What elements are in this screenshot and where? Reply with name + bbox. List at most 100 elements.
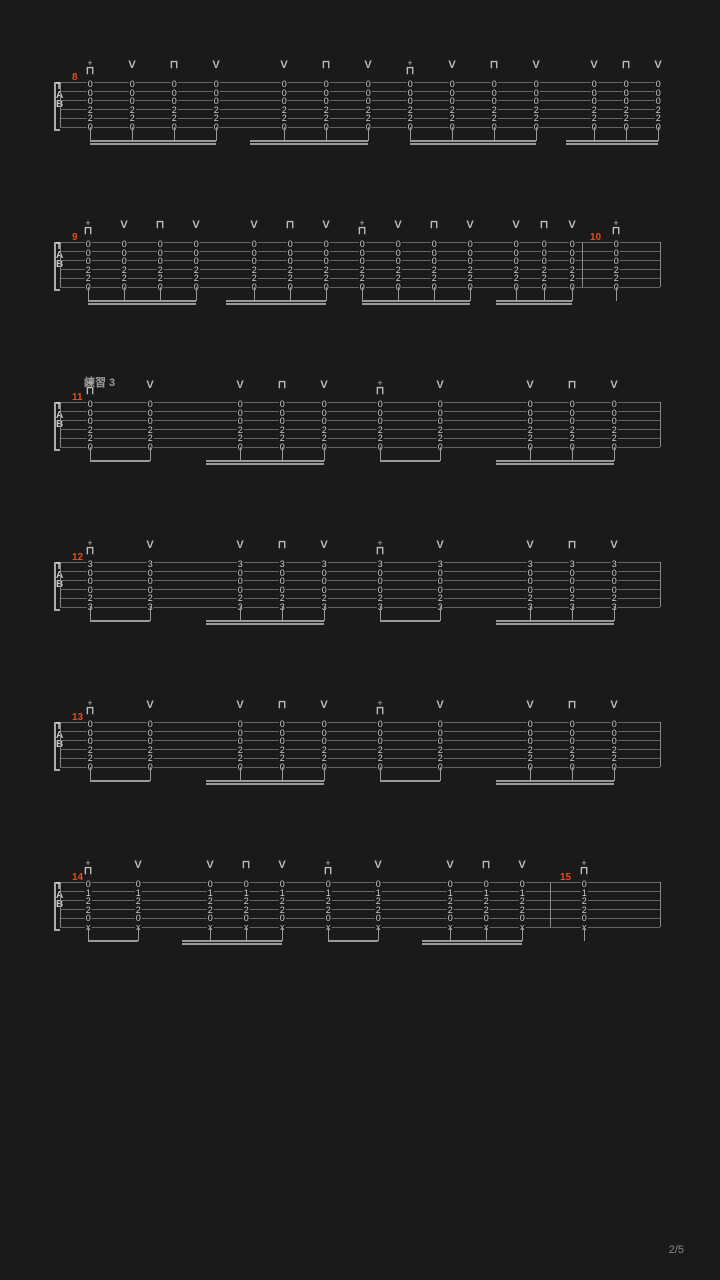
beam <box>422 940 522 945</box>
beam <box>496 780 614 785</box>
chord-column: 000220 <box>569 400 576 451</box>
chord-column: 300023 <box>527 560 534 611</box>
downstroke-icon: ⊓ <box>156 220 165 231</box>
chord-column: 000220 <box>611 400 618 451</box>
note-stem <box>658 127 659 141</box>
downstroke-icon: +⊓ <box>580 860 589 877</box>
chord-column: 000220 <box>157 240 164 291</box>
chord-column: 01220x <box>243 880 250 931</box>
upstroke-icon: V <box>212 60 219 71</box>
chord-column: 000220 <box>121 240 128 291</box>
beam <box>90 140 216 145</box>
upstroke-icon: V <box>236 380 243 391</box>
beam <box>380 620 440 625</box>
chord-column: 000220 <box>613 240 620 291</box>
note-stem <box>536 127 537 141</box>
chord-column: 000220 <box>527 400 534 451</box>
upstroke-icon: V <box>206 860 213 871</box>
chord-column: 000220 <box>513 240 520 291</box>
note-stem <box>530 447 531 461</box>
upstroke-icon: V <box>364 60 371 71</box>
note-stem <box>88 927 89 941</box>
note-stem <box>90 607 91 621</box>
upstroke-icon: V <box>610 380 617 391</box>
note-stem <box>470 287 471 301</box>
downstroke-icon: ⊓ <box>286 220 295 231</box>
note-stem <box>410 127 411 141</box>
beam <box>206 460 324 465</box>
note-stem <box>196 287 197 301</box>
upstroke-icon: V <box>146 540 153 551</box>
measure-number: 11 <box>72 392 83 403</box>
downstroke-icon: ⊓ <box>568 540 577 551</box>
chord-column: 000220 <box>407 80 414 131</box>
chord-column: 000220 <box>85 240 92 291</box>
upstroke-icon: V <box>512 220 519 231</box>
upstroke-icon: V <box>250 220 257 231</box>
tab-system: TAB練習 311+⊓000220V000220V000220⊓000220V0… <box>60 380 660 500</box>
beam <box>380 460 440 465</box>
chord-column: 01220x <box>519 880 526 931</box>
chord-column: 000220 <box>237 720 244 771</box>
upstroke-icon: V <box>128 60 135 71</box>
downstroke-icon: +⊓ <box>86 540 95 557</box>
note-stem <box>324 447 325 461</box>
downstroke-icon: +⊓ <box>86 700 95 717</box>
chord-column: 000220 <box>467 240 474 291</box>
note-stem <box>614 447 615 461</box>
tab-system: TAB13+⊓000220V000220V000220⊓000220V00022… <box>60 700 660 820</box>
note-stem <box>90 447 91 461</box>
note-stem <box>614 767 615 781</box>
downstroke-icon: +⊓ <box>358 220 367 237</box>
chord-column: 300023 <box>147 560 154 611</box>
upstroke-icon: V <box>568 220 575 231</box>
beam <box>206 620 324 625</box>
downstroke-icon: ⊓ <box>490 60 499 71</box>
note-stem <box>132 127 133 141</box>
beam <box>328 940 378 945</box>
note-stem <box>380 447 381 461</box>
chord-column: 000220 <box>437 400 444 451</box>
note-stem <box>240 607 241 621</box>
note-stem <box>614 607 615 621</box>
note-stem <box>240 447 241 461</box>
upstroke-icon: V <box>134 860 141 871</box>
note-stem <box>486 927 487 941</box>
upstroke-icon: V <box>436 380 443 391</box>
upstroke-icon: V <box>436 540 443 551</box>
note-stem <box>572 447 573 461</box>
upstroke-icon: V <box>120 220 127 231</box>
upstroke-icon: V <box>610 540 617 551</box>
downstroke-icon: +⊓ <box>376 700 385 717</box>
beam <box>250 140 368 145</box>
upstroke-icon: V <box>610 700 617 711</box>
upstroke-icon: V <box>466 220 473 231</box>
beam <box>496 460 614 465</box>
downstroke-icon: +⊓ <box>324 860 333 877</box>
chord-column: 000220 <box>569 720 576 771</box>
chord-column: 000220 <box>287 240 294 291</box>
chord-column: 000220 <box>87 720 94 771</box>
note-stem <box>160 287 161 301</box>
downstroke-icon: +⊓ <box>406 60 415 77</box>
note-stem <box>522 927 523 941</box>
chord-column: 01220x <box>279 880 286 931</box>
note-stem <box>434 287 435 301</box>
chord-column: 300023 <box>321 560 328 611</box>
tab-system: TAB910+⊓000220V000220⊓000220V000220V0002… <box>60 220 660 340</box>
chord-column: 000220 <box>147 720 154 771</box>
upstroke-icon: V <box>236 700 243 711</box>
beam <box>380 780 440 785</box>
chord-column: 000220 <box>623 80 630 131</box>
note-stem <box>216 127 217 141</box>
downstroke-icon: ⊓ <box>278 540 287 551</box>
upstroke-icon: V <box>322 220 329 231</box>
upstroke-icon: V <box>320 540 327 551</box>
downstroke-icon: ⊓ <box>540 220 549 231</box>
note-stem <box>150 767 151 781</box>
chord-column: 000220 <box>365 80 372 131</box>
note-stem <box>150 447 151 461</box>
chord-column: 000220 <box>321 720 328 771</box>
downstroke-icon: ⊓ <box>430 220 439 231</box>
note-stem <box>246 927 247 941</box>
